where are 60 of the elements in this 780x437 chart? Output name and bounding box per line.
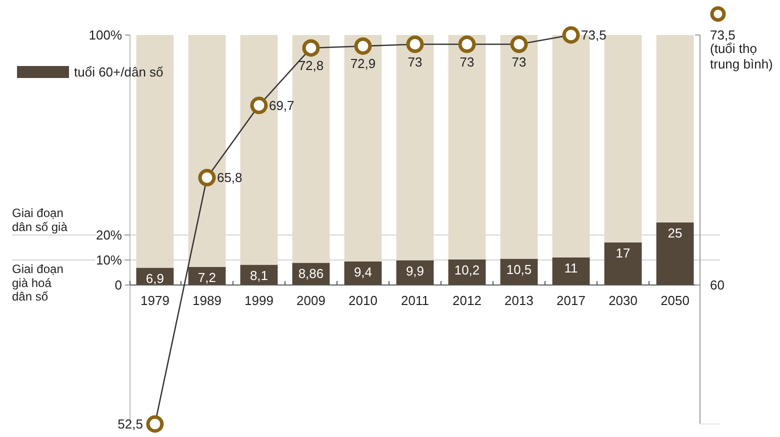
point — [354, 37, 372, 55]
data-label: 17 — [616, 246, 630, 260]
data-label: 72,8 — [298, 58, 324, 73]
x-tick-label: 2030 — [608, 293, 638, 308]
x-tick-label: 2012 — [452, 293, 482, 308]
bar — [500, 35, 538, 259]
point — [458, 36, 476, 54]
bar — [552, 258, 590, 285]
y2-axis-title: (tuổi thọ trung bình) — [710, 41, 773, 72]
bar — [396, 35, 434, 260]
x-tick-label: 1989 — [192, 293, 222, 308]
y-tick-label: 100% — [88, 28, 122, 43]
data-label: 6,9 — [146, 270, 164, 286]
data-label: 72,9 — [350, 56, 376, 72]
x-tick-label: 2009 — [296, 293, 326, 308]
x-tick-label: 2010 — [348, 293, 378, 308]
y2-tick-label: 60 — [710, 278, 724, 293]
bar — [604, 35, 642, 242]
data-label: 52,5 — [118, 416, 143, 432]
ref-line-label: Giai đoạn già hoá dân số — [12, 262, 64, 304]
data-label: 10,5 — [506, 262, 532, 277]
legend-label: tuổi 60+/dân số — [74, 64, 164, 80]
x-tick-label: 1999 — [244, 293, 274, 308]
data-label: 65,8 — [216, 170, 242, 186]
data-label: 11 — [564, 260, 578, 276]
y-tick-label: 10% — [96, 252, 122, 268]
y-tick-label: 0 — [114, 278, 122, 293]
data-label: 69,7 — [268, 98, 294, 113]
data-label: 8,1 — [250, 268, 268, 283]
data-label: 8,86 — [298, 266, 324, 281]
y2-tick-label: 73,5 — [710, 28, 736, 43]
data-label: 73 — [512, 54, 526, 70]
point — [198, 168, 216, 186]
bar — [656, 35, 694, 222]
bar — [656, 222, 694, 285]
point — [406, 36, 424, 54]
bar — [448, 35, 486, 260]
x-tick-label: 1979 — [140, 293, 170, 308]
x-tick-label: 2011 — [401, 293, 429, 308]
x-tick-label: 2013 — [504, 293, 534, 308]
ref-line-label: Giai đoạn dân số già — [12, 206, 68, 234]
data-label: 9,4 — [354, 264, 372, 280]
x-tick-label: 2050 — [660, 293, 690, 308]
point — [562, 26, 580, 44]
data-label: 73,5 — [581, 28, 606, 43]
data-label: 73 — [460, 54, 474, 70]
point — [250, 96, 268, 114]
data-label: 9,9 — [406, 263, 424, 278]
data-label: 73 — [408, 54, 422, 70]
data-label: 10,2 — [454, 262, 480, 278]
bar — [344, 35, 382, 262]
point — [510, 36, 528, 54]
x-tick-label: 2017 — [556, 293, 586, 308]
data-label: 7,2 — [198, 270, 216, 285]
bar — [604, 242, 642, 285]
y-tick-label: 20% — [96, 228, 122, 243]
point — [146, 415, 164, 433]
data-label: 25 — [668, 226, 682, 240]
bar — [292, 35, 330, 263]
point — [302, 39, 320, 57]
